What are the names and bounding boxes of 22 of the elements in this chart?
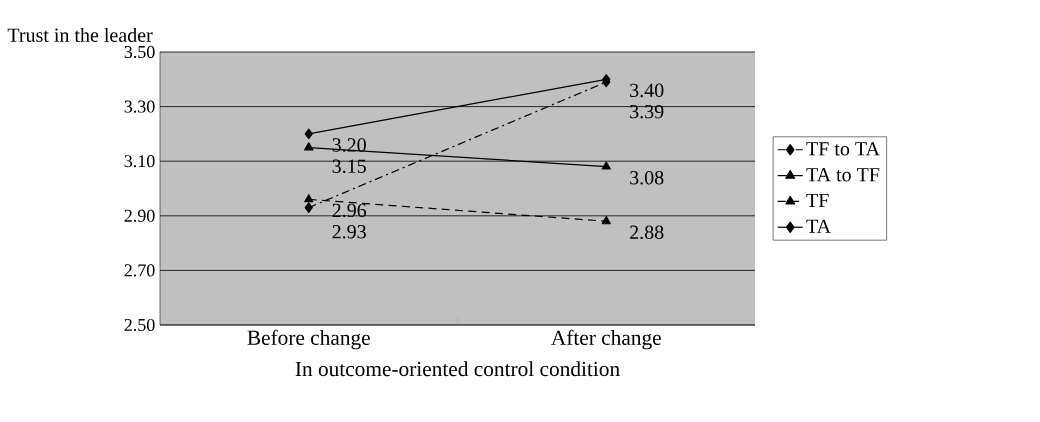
y-tick-label: 3.50 — [124, 45, 155, 59]
legend-label: TA to TF — [806, 168, 880, 182]
legend-label: TF to TA — [806, 142, 880, 156]
data-label: 3.20 — [332, 138, 366, 152]
x-tick-label: After change — [551, 329, 661, 350]
y-axis-title: Trust in the leader — [7, 27, 153, 42]
legend-label: TF — [806, 193, 829, 207]
y-tick-label: 3.30 — [124, 100, 155, 113]
y-tick-label: 2.50 — [124, 318, 155, 332]
data-label: 2.96 — [332, 203, 367, 218]
data-label: 3.40 — [630, 83, 664, 98]
y-tick-label: 2.90 — [124, 209, 155, 222]
data-label: 3.08 — [630, 170, 664, 185]
x-tick-label: Before change — [247, 329, 370, 350]
data-label: 3.15 — [332, 159, 366, 174]
y-tick-label: 3.10 — [124, 155, 155, 168]
data-label: 2.88 — [630, 225, 664, 240]
legend-label: TA — [806, 219, 831, 233]
y-tick-label: 2.70 — [124, 264, 155, 277]
data-label: 3.39 — [630, 104, 664, 119]
x-axis-title: In outcome-oriented control condition — [295, 361, 620, 377]
data-label: 2.93 — [332, 225, 366, 239]
